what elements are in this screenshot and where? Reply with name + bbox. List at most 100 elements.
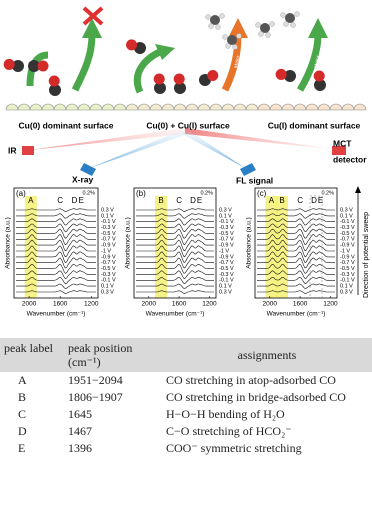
table-row: B 1806−1907 CO stretching in bridge-adsorb… (0, 389, 372, 406)
cu-atom (5, 103, 19, 111)
potential-label: -0.3 V (340, 225, 355, 231)
spectrum (257, 218, 335, 226)
hydrogen (283, 21, 289, 27)
cu-atom (269, 103, 283, 111)
spectrum (257, 251, 335, 264)
spectrum (257, 239, 335, 252)
carbon (49, 84, 61, 96)
peak-letter: B (279, 196, 284, 205)
oxygen (153, 73, 165, 85)
peak-band (276, 196, 289, 298)
cu-atom (125, 103, 139, 111)
cu-atom (77, 103, 91, 111)
header-cell: peak label (0, 338, 64, 372)
ir-label: IR (8, 145, 17, 155)
spectrum (136, 239, 214, 252)
sweep-arrowhead (355, 186, 361, 193)
table-cell: A (18, 373, 27, 387)
fl-label: FL signal (236, 175, 273, 185)
potential-label: -0.9 V (101, 254, 116, 260)
cu-atom (161, 103, 175, 111)
cu-atom (233, 103, 247, 111)
potential-label: -0.9 V (340, 243, 355, 249)
carbon (12, 60, 24, 72)
potential-label: -0.1 V (101, 278, 116, 284)
sweep-label: Direction of potential sweep (363, 212, 370, 298)
cu-atom (305, 103, 319, 111)
potential-label: -0.5 V (219, 231, 234, 237)
hydrogen (280, 12, 286, 18)
hydrocarbon (227, 35, 237, 45)
spectrum (136, 213, 214, 219)
spectrum (136, 270, 214, 279)
x-tick-label: 1600 (53, 301, 68, 308)
x-tick-label: 1600 (293, 301, 308, 308)
molecules (3, 11, 326, 96)
spectrum (136, 223, 214, 233)
table-cell: C−O stretching of HCO₂⁻ (166, 424, 292, 438)
potential-label: -0.7 V (101, 260, 116, 266)
table-cell: 1396 (68, 441, 92, 455)
spectrum (136, 234, 214, 246)
cu-atom (185, 103, 199, 111)
x-tick-label: 2000 (22, 301, 37, 308)
cu-atom (293, 103, 307, 111)
oxygen (173, 73, 185, 85)
potential-label: -0.3 V (101, 272, 116, 278)
spectrum (16, 228, 96, 239)
cu-atom (29, 103, 43, 111)
xray-label: X-ray (72, 174, 94, 184)
x-axis-label: Wavenumber (cm⁻¹) (267, 311, 326, 318)
potential-label: 0.3 V (101, 289, 114, 295)
cu-atom (329, 103, 343, 111)
assignment-table: peak label peak position (cm⁻¹) assignment… (0, 338, 372, 457)
spectrum (257, 234, 335, 246)
header-cell: peak position (cm⁻¹) (64, 338, 162, 372)
header-row: peak label peak position (cm⁻¹) assignment… (0, 338, 372, 372)
spectrum (16, 234, 96, 246)
table-cell: B (18, 390, 27, 404)
hydrogen (208, 23, 214, 29)
x-tick-label: 1200 (202, 301, 217, 308)
potential-label: -0.9 V (219, 243, 234, 249)
oxygen (3, 58, 15, 70)
peak-letter: A (28, 196, 34, 205)
arrows (26, 18, 328, 94)
potential-label: -0.5 V (101, 266, 116, 272)
potential-label: -0.5 V (340, 231, 355, 237)
spectrum (257, 270, 335, 279)
spectrum (136, 263, 214, 274)
surface (5, 103, 367, 111)
table-row: C 1645 H−O−H bending of H₂O (0, 406, 372, 423)
carbon (284, 70, 296, 82)
spectrum (16, 208, 96, 212)
spectrum (136, 208, 214, 212)
hydrogen (205, 14, 211, 20)
potential-label: -0.1 V (101, 219, 116, 225)
spectrum (16, 263, 96, 274)
spectrum (257, 276, 335, 284)
spectrum (16, 290, 96, 294)
potential-label: -0.3 V (101, 225, 116, 231)
potential-label: -0.7 V (340, 260, 355, 266)
table-row: A 1951−2094 CO stretching in atop-adsorbed… (0, 372, 372, 389)
potential-label: -0.9 V (219, 254, 234, 260)
spectrum (16, 270, 96, 279)
spectrum (16, 213, 96, 219)
cu-atom (197, 103, 211, 111)
potential-label: -0.7 V (219, 260, 234, 266)
peak-letter: D (190, 196, 196, 205)
hydrocarbon (285, 13, 295, 23)
table-cell: COO⁻ symmetric stretching (166, 441, 302, 455)
spectrum (257, 283, 335, 289)
oxygen (207, 70, 219, 81)
potential-label: 0.3 V (219, 289, 232, 295)
potential-label: -0.1 V (340, 219, 355, 225)
cu-atom (257, 103, 271, 111)
table-row: E 1396 COO⁻ symmetric stretching (0, 440, 372, 457)
cu-atom (317, 103, 331, 111)
spectrum (16, 223, 96, 233)
hydrogen (258, 31, 264, 37)
oxygen (126, 39, 138, 51)
